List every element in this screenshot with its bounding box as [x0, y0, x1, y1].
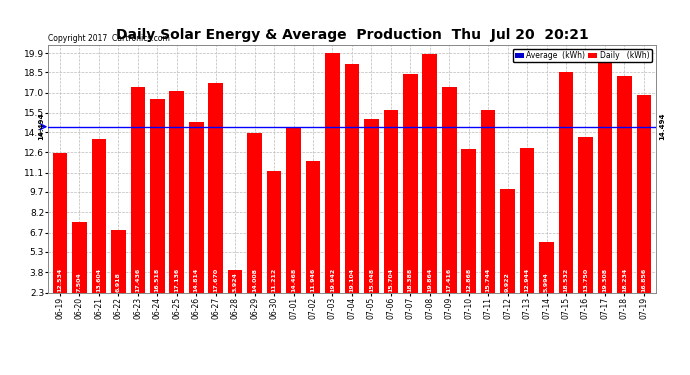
Bar: [636, 94, 651, 292]
Text: 14.008: 14.008: [252, 268, 257, 292]
Text: 19.942: 19.942: [330, 268, 335, 292]
Bar: [130, 87, 145, 292]
Text: 14.468: 14.468: [291, 268, 296, 292]
Bar: [520, 148, 534, 292]
Text: 11.946: 11.946: [310, 268, 315, 292]
Text: 14.814: 14.814: [194, 268, 199, 292]
Text: 12.534: 12.534: [57, 268, 63, 292]
Text: 3.924: 3.924: [233, 272, 237, 292]
Text: 16.856: 16.856: [641, 268, 647, 292]
Bar: [481, 110, 495, 292]
Text: 15.048: 15.048: [369, 268, 374, 292]
Bar: [72, 222, 87, 292]
Bar: [617, 76, 631, 292]
Bar: [247, 133, 262, 292]
Text: 17.136: 17.136: [175, 268, 179, 292]
Bar: [92, 139, 106, 292]
Bar: [598, 61, 612, 292]
Text: 5.994: 5.994: [544, 272, 549, 292]
Text: 18.388: 18.388: [408, 268, 413, 292]
Text: 17.436: 17.436: [135, 268, 140, 292]
Text: 14.494: 14.494: [660, 113, 665, 140]
Bar: [403, 74, 417, 292]
Bar: [462, 149, 476, 292]
Text: 6.918: 6.918: [116, 272, 121, 292]
Text: 12.944: 12.944: [524, 268, 529, 292]
Bar: [364, 119, 379, 292]
Bar: [578, 137, 593, 292]
Text: 9.922: 9.922: [505, 272, 510, 292]
Text: 15.744: 15.744: [486, 268, 491, 292]
Text: 13.750: 13.750: [583, 268, 588, 292]
Legend: Average  (kWh), Daily   (kWh): Average (kWh), Daily (kWh): [513, 49, 651, 62]
Text: 14.494: 14.494: [39, 113, 44, 140]
Text: 19.104: 19.104: [349, 268, 355, 292]
Text: 19.864: 19.864: [427, 268, 432, 292]
Bar: [286, 127, 301, 292]
Text: 13.604: 13.604: [97, 268, 101, 292]
Bar: [500, 189, 515, 292]
Text: 16.518: 16.518: [155, 268, 160, 292]
Bar: [52, 153, 68, 292]
Bar: [111, 230, 126, 292]
Bar: [228, 270, 242, 292]
Bar: [170, 91, 184, 292]
Bar: [442, 87, 457, 292]
Bar: [422, 54, 437, 292]
Text: 17.670: 17.670: [213, 268, 218, 292]
Bar: [150, 99, 165, 292]
Text: 15.704: 15.704: [388, 268, 393, 292]
Text: 12.868: 12.868: [466, 268, 471, 292]
Text: 19.308: 19.308: [602, 268, 607, 292]
Text: 18.234: 18.234: [622, 268, 627, 292]
Text: 11.212: 11.212: [272, 268, 277, 292]
Bar: [208, 84, 223, 292]
Bar: [267, 171, 282, 292]
Text: Copyright 2017  Cartronics.com: Copyright 2017 Cartronics.com: [48, 33, 170, 42]
Bar: [344, 64, 359, 292]
Text: 7.504: 7.504: [77, 272, 82, 292]
Bar: [559, 72, 573, 292]
Text: 18.532: 18.532: [564, 268, 569, 292]
Bar: [189, 122, 204, 292]
Bar: [539, 242, 554, 292]
Text: 17.416: 17.416: [446, 268, 452, 292]
Bar: [306, 161, 320, 292]
Bar: [325, 53, 339, 292]
Bar: [384, 110, 398, 292]
Title: Daily Solar Energy & Average  Production  Thu  Jul 20  20:21: Daily Solar Energy & Average Production …: [115, 28, 589, 42]
